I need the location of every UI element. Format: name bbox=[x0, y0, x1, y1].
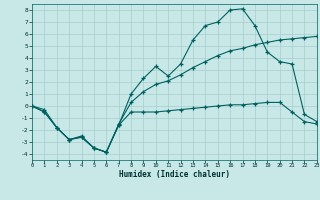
X-axis label: Humidex (Indice chaleur): Humidex (Indice chaleur) bbox=[119, 170, 230, 179]
